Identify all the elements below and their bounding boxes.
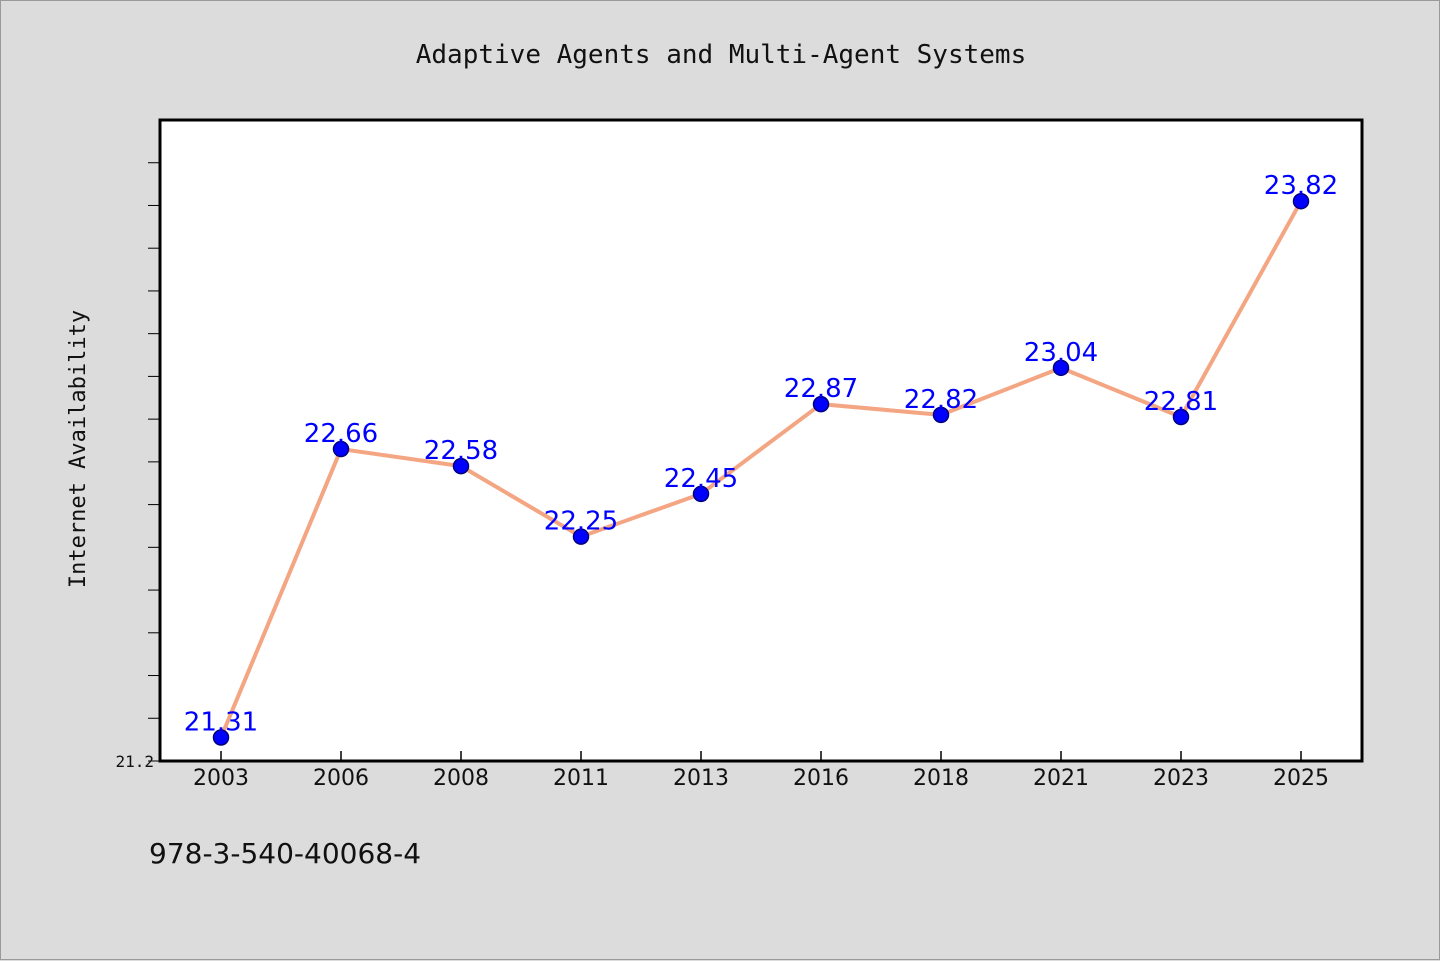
data-label-2011: 22.25 xyxy=(544,507,618,537)
data-point-2021 xyxy=(1052,359,1070,377)
x-tick-label-2021: 2021 xyxy=(1033,766,1089,791)
data-label-2003: 21.31 xyxy=(184,707,258,737)
data-labels: 21.31 22.66 22.58 22.25 22.45 22.87 22.82 23.04… xyxy=(184,171,1338,737)
x-tick-label-2006: 2006 xyxy=(313,766,369,791)
x-tick-label-2018: 2018 xyxy=(913,766,969,791)
data-point-2013 xyxy=(692,485,710,503)
y-axis-label: Internet Availability xyxy=(66,310,91,588)
x-tick-label-2008: 2008 xyxy=(433,766,489,791)
data-point-2006 xyxy=(332,440,350,458)
x-axis-ticks: 2003 2006 2008 2011 2013 2016 2018 2021 2023 2025 xyxy=(193,751,1329,791)
data-label-2013: 22.45 xyxy=(664,464,738,494)
y-axis-ticks: 21.2 xyxy=(115,162,160,771)
plot-area xyxy=(158,118,1364,763)
data-label-2023: 22.81 xyxy=(1144,387,1218,417)
data-point-2025 xyxy=(1292,192,1310,210)
data-point-2011 xyxy=(572,528,590,545)
footnote-isbn: 978-3-540-40068-4 xyxy=(149,837,421,870)
data-point-2018 xyxy=(932,406,950,424)
x-tick-label-2016: 2016 xyxy=(793,766,849,791)
data-point-2016 xyxy=(812,395,830,413)
x-tick-label-2013: 2013 xyxy=(673,766,729,791)
data-label-2025: 23.82 xyxy=(1264,171,1338,201)
series-line xyxy=(219,200,1303,739)
data-point-2003 xyxy=(212,729,230,746)
data-markers xyxy=(212,192,1310,746)
data-point-2008 xyxy=(452,457,470,475)
y-tick-label: 21.2 xyxy=(115,752,154,771)
data-label-2008: 22.58 xyxy=(424,436,498,466)
data-label-2016: 22.87 xyxy=(784,374,858,404)
x-tick-label-2003: 2003 xyxy=(193,766,249,791)
chart-title: Adaptive Agents and Multi-Agent Systems xyxy=(416,40,1026,70)
x-tick-label-2011: 2011 xyxy=(553,766,609,791)
data-label-2021: 23.04 xyxy=(1024,338,1098,368)
x-tick-label-2025: 2025 xyxy=(1273,766,1329,791)
data-label-2018: 22.82 xyxy=(904,385,978,415)
data-label-2006: 22.66 xyxy=(304,419,378,449)
data-point-2023 xyxy=(1172,408,1190,426)
x-tick-label-2023: 2023 xyxy=(1153,766,1209,791)
